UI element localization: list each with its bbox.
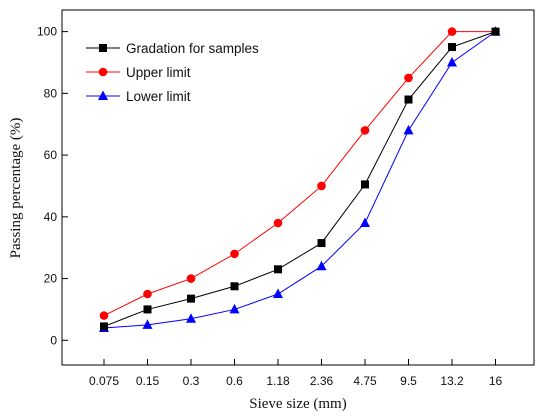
data-point [273,218,283,228]
y-tick-label: 40 [44,210,58,224]
y-axis-title: Passing percentage (%) [8,118,24,259]
data-point [317,239,326,248]
legend-marker [98,90,108,100]
data-point [447,56,457,67]
data-point [100,322,108,331]
series-square [100,27,500,331]
data-point [186,274,196,283]
plot-frame [61,9,535,366]
data-point [448,43,456,52]
data-point [361,180,369,189]
legend-item: Lower limit [86,89,191,104]
series-circle [99,27,500,320]
data-point [447,27,457,36]
data-point [142,319,153,329]
y-tick-label: 80 [44,86,58,100]
x-axis-title: Sieve size (mm) [249,396,346,412]
x-tick-label: 9.5 [400,374,417,388]
data-point [404,73,413,83]
data-point [99,311,109,320]
legend-label: Lower limit [126,89,191,104]
y-tick-label: 20 [44,272,58,286]
data-point [404,95,413,104]
x-tick-label: 0.6 [226,374,243,388]
legend-marker [99,44,107,52]
data-point [316,260,327,271]
x-tick-label: 16 [489,374,503,388]
data-point [274,265,282,274]
series-layer [99,26,501,332]
data-point [360,217,370,227]
legend-item: Gradation for samples [86,41,259,56]
x-tick-label: 0.075 [89,374,119,388]
data-point [229,303,240,314]
legend-label: Gradation for samples [126,41,259,56]
x-tick-label: 0.3 [183,374,200,388]
data-point [230,249,239,259]
y-tick-label: 100 [37,25,57,39]
legend-marker [98,67,108,77]
legend-item: Upper limit [86,65,191,80]
x-tick-label: 13.2 [440,374,464,388]
data-point [187,294,195,303]
y-tick-label: 60 [44,148,58,162]
data-point [360,126,370,135]
legend-label: Upper limit [126,65,191,80]
series-line [103,31,496,327]
series-line [103,31,496,329]
legend: Gradation for samples Upper limit Lower li… [86,41,259,104]
x-axis: 0.075 0.15 0.3 0.6 1.18 2.36 4.75 9.5 13.2 16 [89,359,503,388]
data-point [403,124,414,135]
x-tick-label: 2.36 [310,374,334,388]
y-tick-label: 0 [50,333,57,347]
data-point [491,27,500,36]
x-tick-label: 0.15 [136,374,160,388]
data-point [273,288,283,298]
data-point [317,181,326,191]
data-point [143,305,152,314]
y-axis: 0 20 40 60 80 100 [37,25,68,347]
x-tick-label: 1.18 [266,374,290,388]
x-tick-label: 4.75 [353,374,377,388]
series-line [103,31,496,317]
data-point [186,313,196,323]
data-point [143,289,152,299]
data-point [230,282,239,291]
